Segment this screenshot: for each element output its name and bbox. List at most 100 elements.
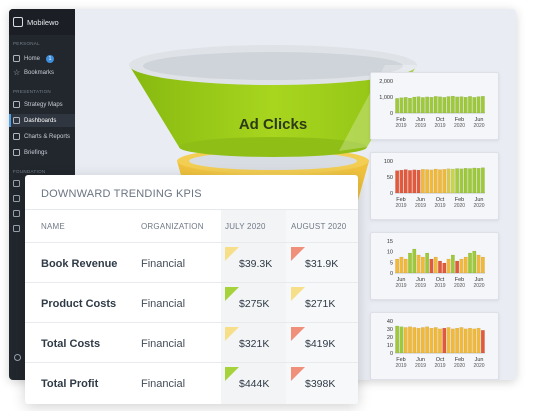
x-tick-label: Jun <box>475 117 484 123</box>
bar <box>442 169 447 194</box>
funnel-stage-1[interactable]: Ad Clicks <box>129 45 417 157</box>
x-tick-label: Jun <box>416 197 425 203</box>
column-header-organization[interactable]: ORGANIZATION <box>141 222 204 231</box>
sidebar-item-charts-reports[interactable]: Charts & Reports <box>9 130 75 143</box>
august-value: $271K <box>305 298 336 310</box>
x-tick-year-label: 2020 <box>473 123 484 129</box>
sidebar-item-home[interactable]: Home 1 <box>9 52 75 65</box>
section-foundation: Foundation <box>13 169 46 174</box>
bar <box>463 328 468 354</box>
mini-chart-1[interactable]: 2,000 1,000 0 Feb 2019 Jun 2019 Oct 2019 Feb 2020 J… <box>370 72 499 140</box>
bar <box>446 327 451 354</box>
bar <box>399 169 404 194</box>
bar <box>429 96 434 114</box>
bar <box>455 260 460 274</box>
bar <box>399 326 404 354</box>
bar <box>480 256 485 274</box>
kpi-name[interactable]: Product Costs <box>41 298 117 310</box>
bar <box>412 248 417 274</box>
x-tick-year-label: 2019 <box>395 203 406 209</box>
column-header-august[interactable]: AUGUST 2020 <box>291 222 347 231</box>
star-icon: ☆ <box>13 68 21 77</box>
bar <box>446 258 451 274</box>
bar <box>446 96 451 114</box>
bar <box>459 168 464 194</box>
sidebar-item-briefings[interactable]: Briefings <box>9 146 75 159</box>
bar <box>472 250 477 274</box>
bar <box>455 168 460 194</box>
table-row[interactable]: Total Costs Financial $321K $419K <box>25 323 358 363</box>
x-tick-year-label: 2020 <box>473 363 484 369</box>
y-tick-label: 15 <box>387 239 393 245</box>
notification-badge: 1 <box>46 54 55 63</box>
y-tick-label: 40 <box>387 319 393 325</box>
bar <box>438 96 442 114</box>
bar <box>433 96 438 114</box>
sidebar-item-bookmarks[interactable]: ☆ Bookmarks <box>9 66 75 79</box>
chart-icon <box>13 133 20 140</box>
x-tick-year-label: 2020 <box>454 203 465 209</box>
column-header-name[interactable]: NAME <box>41 222 65 231</box>
bar <box>429 169 434 194</box>
document-icon[interactable] <box>13 225 20 232</box>
july-value: $444K <box>239 378 270 390</box>
bar <box>416 327 421 354</box>
search-icon[interactable] <box>14 354 21 361</box>
table-row[interactable]: Book Revenue Financial $39.3K $31.9K <box>25 243 358 283</box>
sidebar-item-dashboards[interactable]: Dashboards <box>9 114 75 127</box>
sidebar-item-strategy-maps[interactable]: Strategy Maps <box>9 98 75 111</box>
bar-chart: 2,0001,0000Feb2019Jun2019Oct2019Feb2020J… <box>379 79 485 129</box>
kpi-name[interactable]: Total Profit <box>41 378 99 390</box>
bar <box>408 97 412 114</box>
settings-icon[interactable] <box>13 210 20 217</box>
x-tick-label: Feb <box>455 197 464 203</box>
bar <box>476 96 481 114</box>
check-icon[interactable] <box>13 195 20 202</box>
x-tick-year-label: 2020 <box>454 363 465 369</box>
bar <box>442 97 447 114</box>
y-tick-label: 10 <box>387 250 393 256</box>
bar <box>438 169 442 194</box>
mini-chart-2[interactable]: 100 50 0 Feb 2019 Jun 2019 Oct 2019 Feb 2020 Jun 202… <box>370 152 499 220</box>
kpi-card: DOWNWARD TRENDING KPIS NAME ORGANIZATION… <box>25 175 358 404</box>
bar-chart: 403020100Feb2019Jun2019Oct2019Feb2020Jun… <box>387 319 485 369</box>
bar <box>450 254 455 274</box>
bar <box>472 328 477 354</box>
y-tick-label: 100 <box>384 159 393 165</box>
y-tick-label: 0 <box>390 351 393 357</box>
kpi-name[interactable]: Book Revenue <box>41 258 118 270</box>
bar <box>463 256 468 274</box>
x-tick-label: Jun <box>475 277 484 283</box>
brand[interactable]: Mobilewo <box>9 9 75 35</box>
kpi-organization: Financial <box>141 338 186 350</box>
bar <box>429 258 434 274</box>
x-tick-label: Feb <box>455 117 464 123</box>
bar <box>455 327 460 354</box>
bar <box>480 167 485 194</box>
mini-chart-4[interactable]: 40 30 20 10 0 Feb 2019 Jun 2019 Oct 2019 Feb 2020 Jun… <box>370 312 499 380</box>
bar <box>476 168 481 194</box>
bar <box>403 327 408 354</box>
table-row[interactable]: Total Profit Financial $444K $398K <box>25 363 358 403</box>
grid-icon[interactable] <box>13 180 20 187</box>
bar <box>420 169 425 194</box>
bar <box>433 168 438 194</box>
kpi-name[interactable]: Total Costs <box>41 338 101 350</box>
divider <box>25 242 358 243</box>
bar <box>438 328 442 354</box>
bar <box>429 327 434 354</box>
column-header-july[interactable]: JULY 2020 <box>225 222 266 231</box>
bar <box>459 96 464 114</box>
divider <box>25 322 358 323</box>
funnel-stage-label: Ad Clicks <box>239 116 307 133</box>
july-value: $321K <box>239 338 270 350</box>
mini-chart-3[interactable]: 15 10 5 0 Jun 2019 Jun 2019 Oct 2019 Feb 2020 Jun 202… <box>370 232 499 300</box>
july-value: $275K <box>239 298 270 310</box>
status-indicator <box>225 287 239 301</box>
bar <box>455 96 460 114</box>
bar-chart: 100500Feb2019Jun2019Oct2019Feb2020Jun202… <box>384 159 485 209</box>
table-row[interactable]: Product Costs Financial $275K $271K <box>25 283 358 323</box>
bar <box>408 326 412 354</box>
x-tick-year-label: 2019 <box>415 203 426 209</box>
x-tick-label: Oct <box>436 117 445 123</box>
